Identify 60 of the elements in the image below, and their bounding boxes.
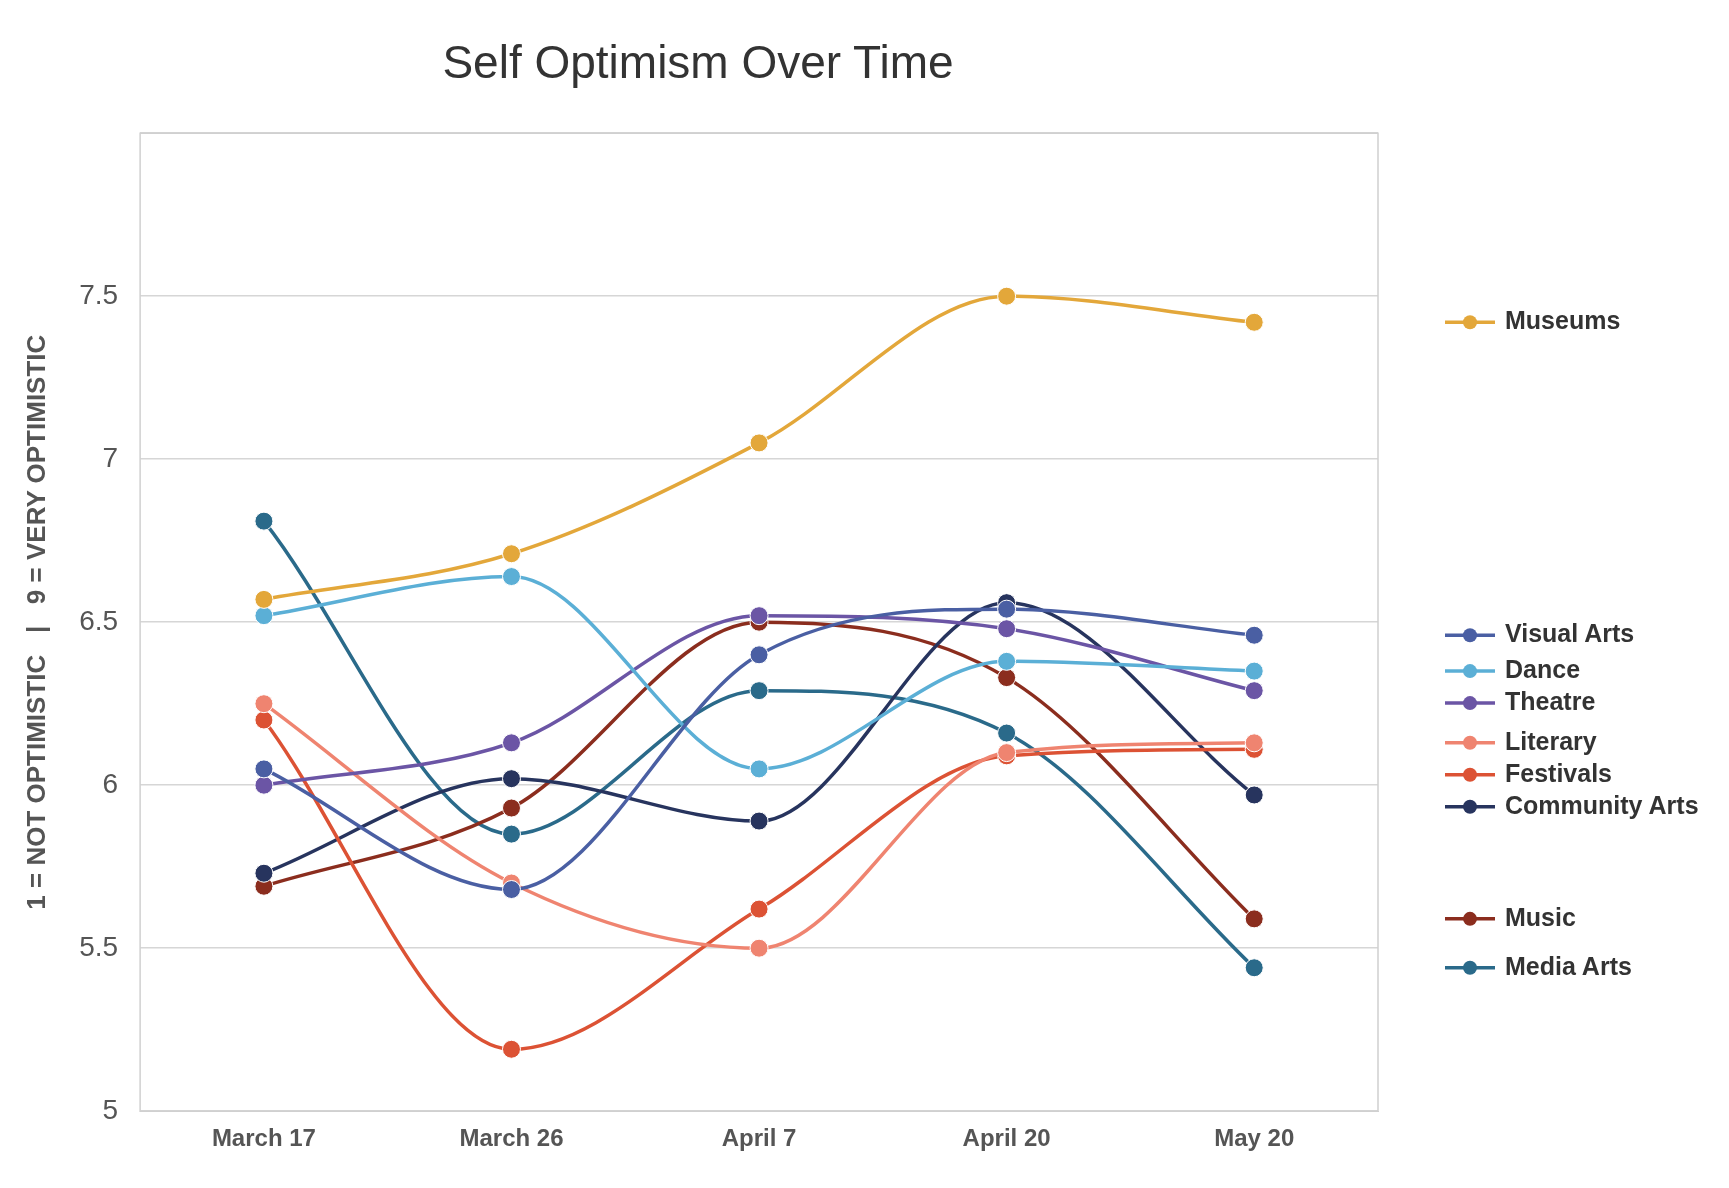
point: [254, 694, 274, 714]
point: [997, 668, 1017, 688]
point: [1244, 733, 1264, 753]
x-tick-label: April 7: [721, 1124, 797, 1152]
legend-label: Literary: [1505, 726, 1597, 755]
point: [254, 710, 274, 730]
x-tick-label: April 20: [962, 1124, 1051, 1152]
legend-label: Festivals: [1505, 758, 1613, 787]
point: [1244, 785, 1264, 805]
point: [749, 606, 769, 626]
legend-label: Media Arts: [1505, 951, 1632, 980]
point: [749, 645, 769, 665]
point: [749, 759, 769, 779]
point: [1244, 625, 1264, 645]
y-tick-label: 7.5: [79, 278, 119, 310]
point: [1244, 661, 1264, 681]
point: [254, 863, 274, 883]
y-tick-label: 7: [102, 441, 119, 473]
legend-label: Museums: [1505, 306, 1621, 335]
point: [997, 599, 1017, 619]
legend-label: Dance: [1505, 654, 1581, 683]
x-tick-label: March 26: [459, 1124, 564, 1152]
point: [501, 1039, 521, 1059]
point: [501, 798, 521, 818]
point: [254, 759, 274, 779]
point: [1244, 909, 1264, 929]
point: [501, 544, 521, 564]
x-tick-label: March 17: [211, 1124, 316, 1152]
legend-label: Theatre: [1505, 686, 1596, 715]
point: [254, 511, 274, 531]
point: [997, 651, 1017, 671]
point: [1244, 312, 1264, 332]
point: [254, 606, 274, 626]
y-tick-label: 5: [102, 1093, 119, 1125]
point: [501, 880, 521, 900]
point: [749, 681, 769, 701]
legend-label: Community Arts: [1505, 790, 1699, 819]
point: [997, 286, 1017, 306]
point: [1244, 958, 1264, 978]
x-tick-label: May 20: [1214, 1124, 1295, 1152]
point: [501, 824, 521, 844]
legend-label: Visual Arts: [1505, 619, 1635, 648]
y-tick-label: 6.5: [79, 604, 119, 636]
point: [997, 723, 1017, 743]
point: [254, 775, 274, 795]
chart-title: Self Optimism Over Time: [442, 36, 954, 89]
point: [749, 811, 769, 831]
point: [749, 433, 769, 453]
point: [501, 733, 521, 753]
point: [997, 619, 1017, 639]
point: [501, 567, 521, 587]
point: [749, 938, 769, 958]
point: [254, 589, 274, 609]
point: [749, 899, 769, 919]
y-axis-title: 1 = NOT OPTIMISTIC | 9 = VERY OPTIMISTIC: [20, 334, 51, 910]
point: [1244, 681, 1264, 701]
y-tick-label: 6: [102, 767, 119, 799]
point: [501, 769, 521, 789]
y-tick-label: 5.5: [79, 930, 119, 962]
legend-label: Music: [1505, 902, 1576, 931]
